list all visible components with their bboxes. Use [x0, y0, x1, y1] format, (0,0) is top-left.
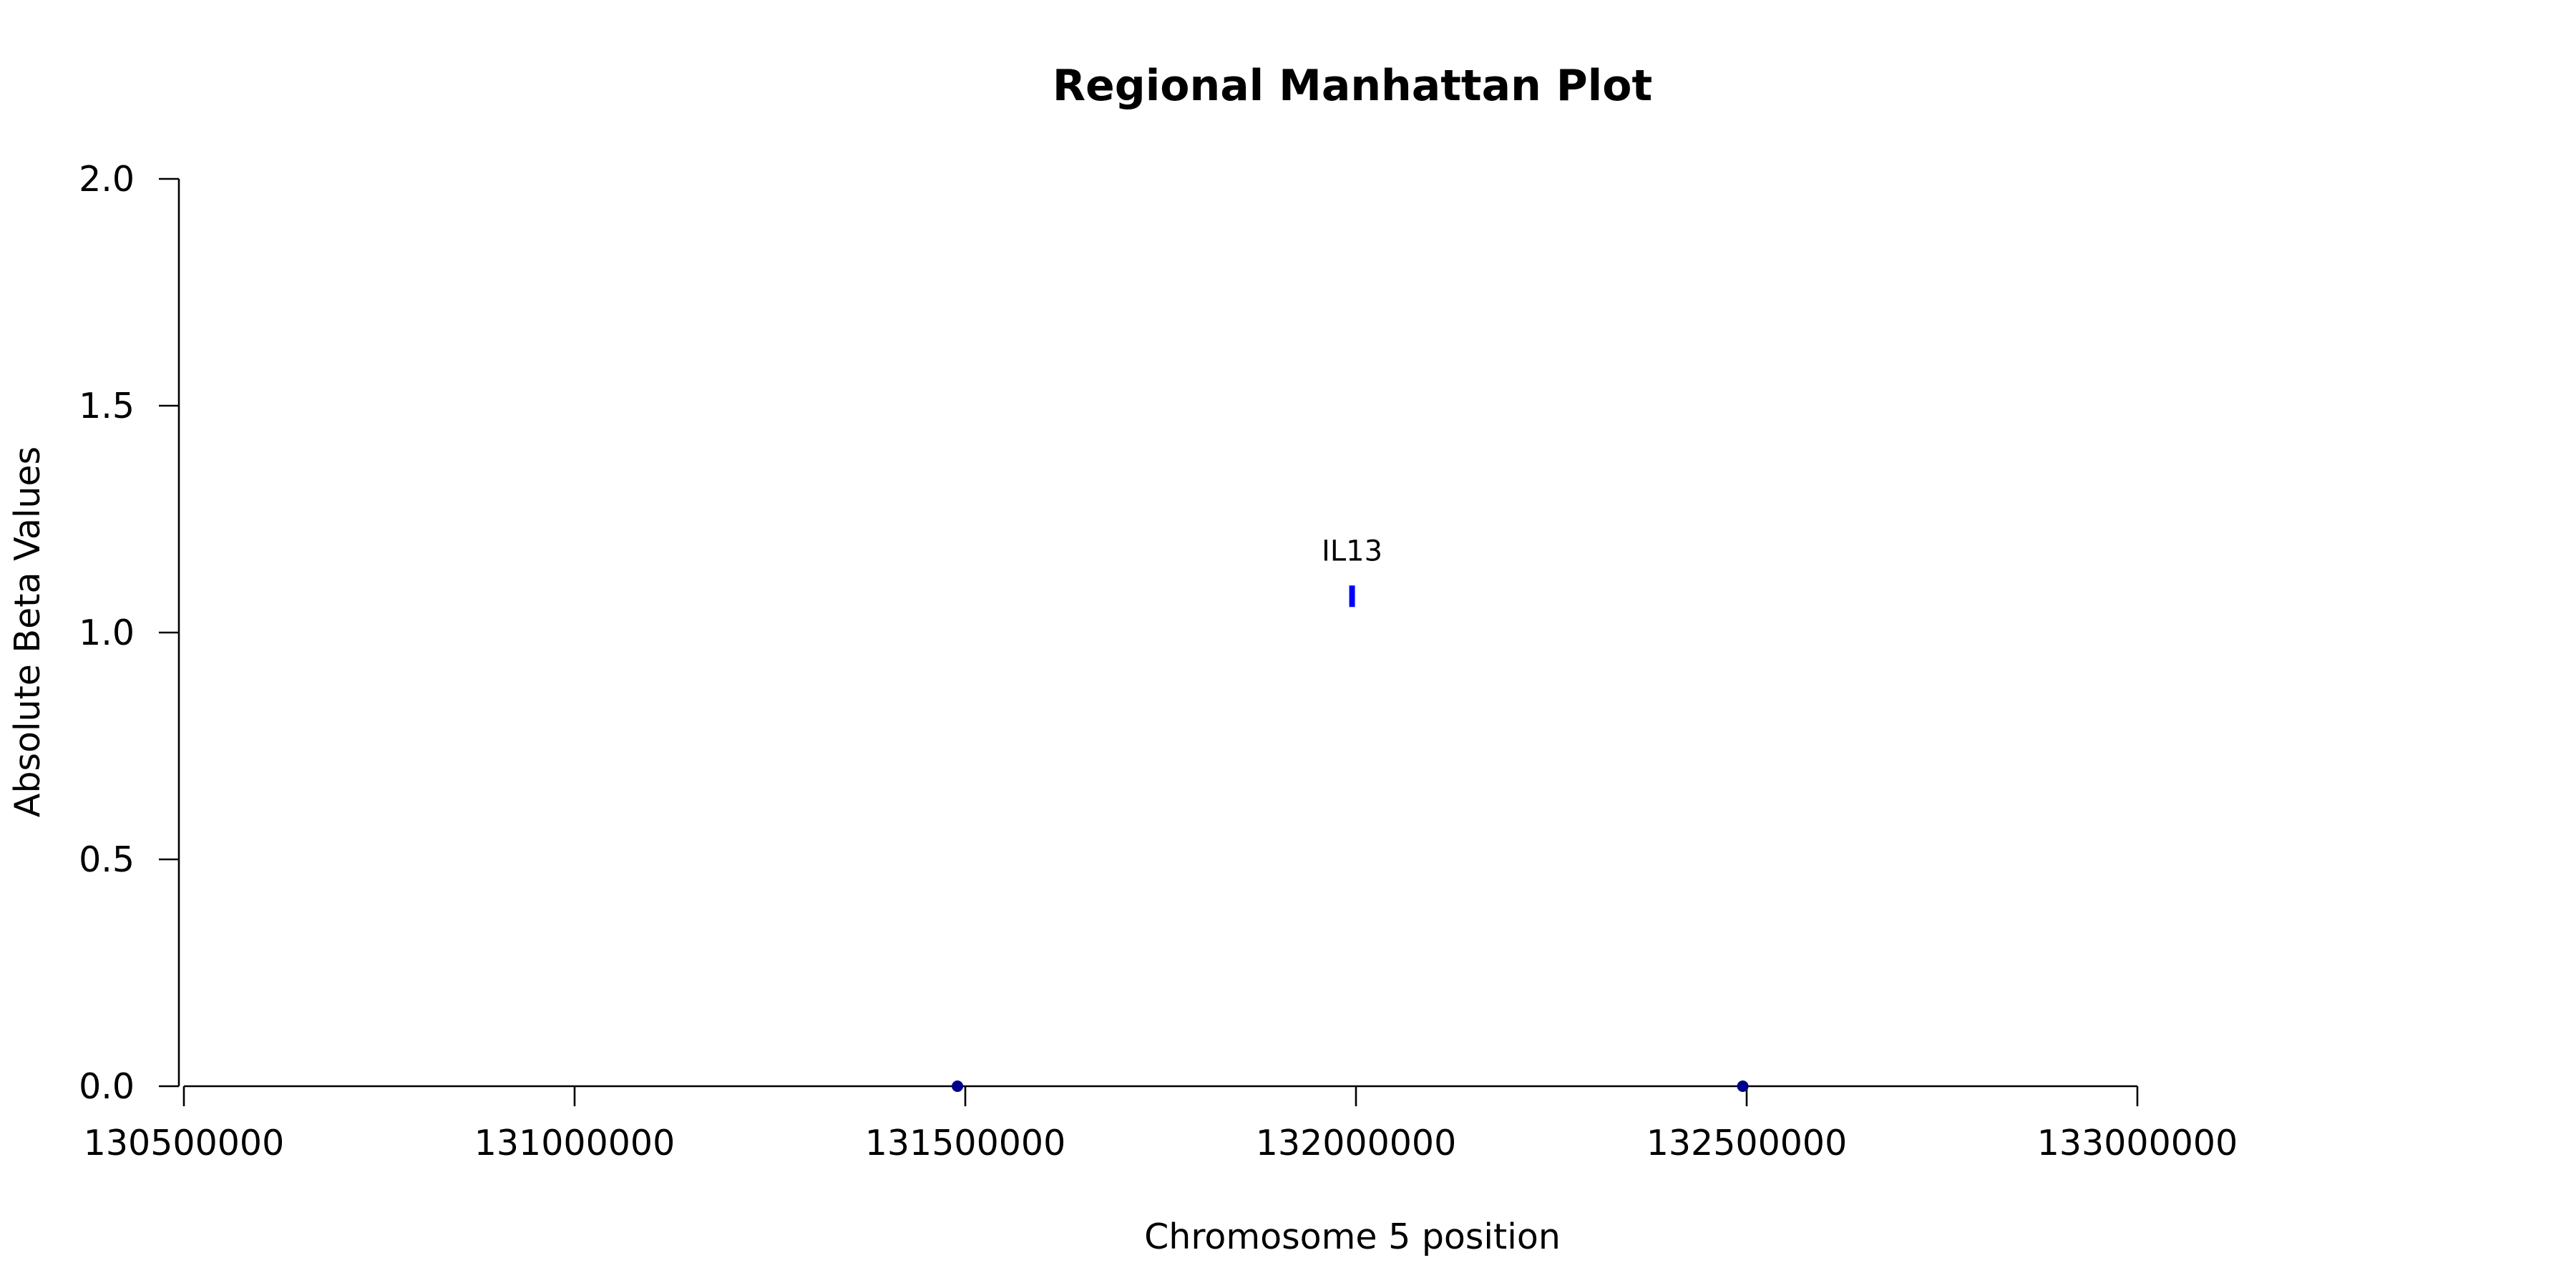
- axis-ticks: 130500000 131000000 131500000 132000000 1325…: [79, 159, 2238, 1163]
- data-point: [952, 1080, 964, 1092]
- x-tick-label: 132500000: [1646, 1123, 1848, 1163]
- y-tick-label: 0.0: [79, 1066, 135, 1107]
- axes: [177, 179, 2137, 1088]
- y-axis-label: Absolute Beta Values: [7, 447, 48, 817]
- x-tick-label: 131500000: [865, 1123, 1066, 1163]
- gene-label: IL13: [1322, 535, 1382, 567]
- x-tick-label: 130500000: [84, 1123, 285, 1163]
- y-tick-label: 2.0: [79, 159, 135, 200]
- annotations: IL13: [1322, 535, 1382, 567]
- chart-title: Regional Manhattan Plot: [1053, 61, 1652, 111]
- x-tick-label: 132000000: [1256, 1123, 1457, 1163]
- y-tick-label: 0.5: [79, 839, 135, 880]
- x-tick-label: 133000000: [2037, 1123, 2238, 1163]
- x-tick-label: 131000000: [474, 1123, 675, 1163]
- y-tick-label: 1.5: [79, 386, 135, 426]
- data-point: [1737, 1080, 1749, 1092]
- data-points: [952, 585, 1749, 1092]
- y-tick-label: 1.0: [79, 613, 135, 653]
- x-axis-label: Chromosome 5 position: [1144, 1216, 1561, 1257]
